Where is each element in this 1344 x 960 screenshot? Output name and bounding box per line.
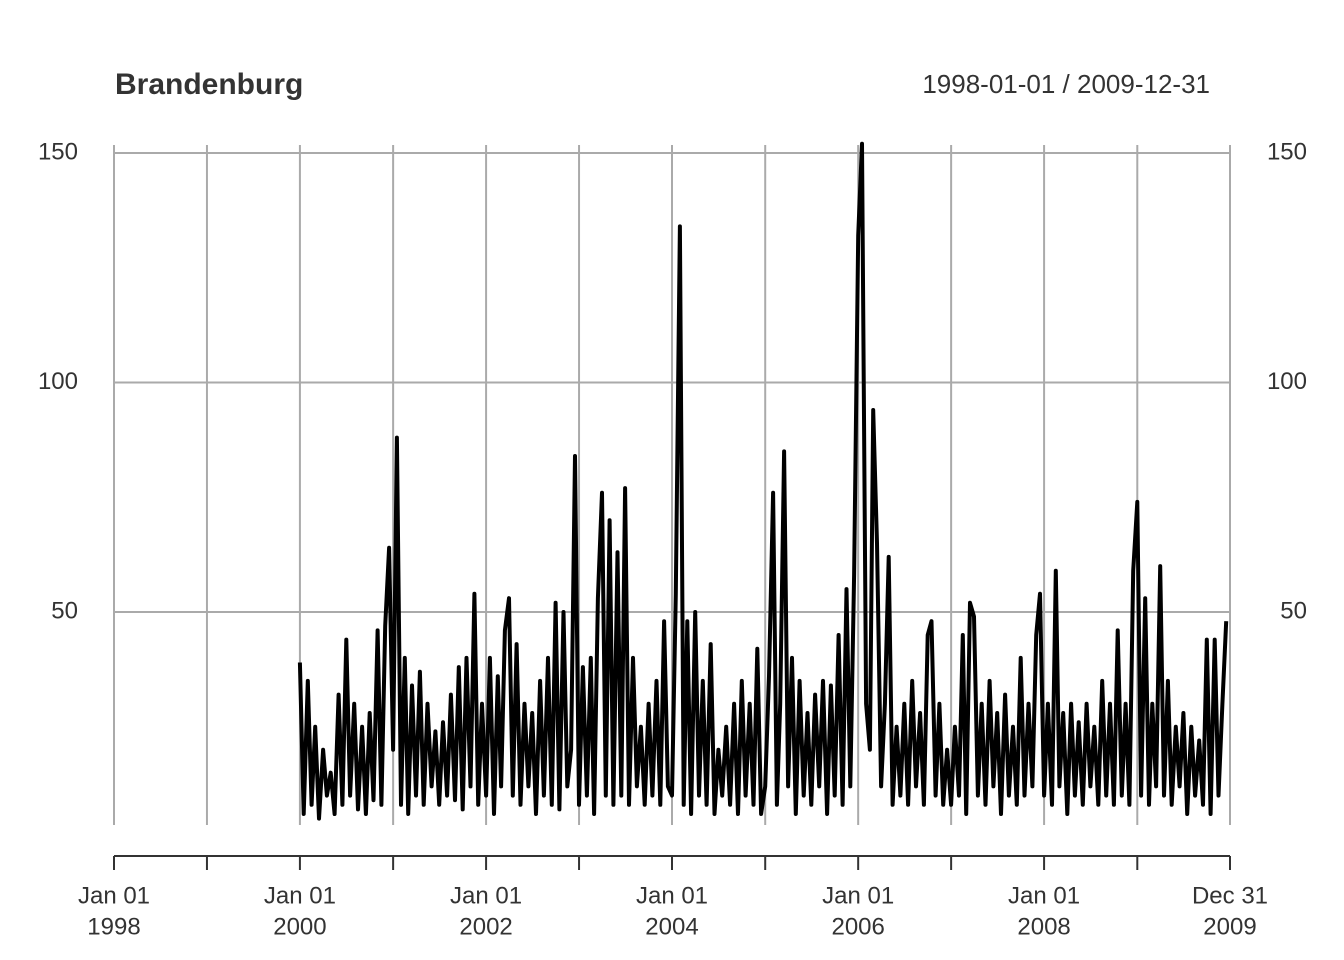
x-tick-label: 2000 [273,913,326,940]
x-tick-label: 2006 [831,913,884,940]
x-tick-label: Jan 01 [264,882,336,909]
x-tick-label: Jan 01 [1008,882,1080,909]
x-tick-label: 2009 [1203,913,1256,940]
x-tick-label: Jan 01 [450,882,522,909]
x-tick-label: Jan 01 [78,882,150,909]
chart-title: Brandenburg [115,68,303,101]
y-tick-label-right: 150 [1267,138,1307,165]
x-tick-label: Dec 31 [1192,882,1268,909]
x-tick-label: Jan 01 [822,882,894,909]
x-tick-label: 2002 [459,913,512,940]
chart-subtitle: 1998-01-01 / 2009-12-31 [922,69,1210,99]
data-line [297,141,1229,821]
y-tick-label-right: 100 [1267,368,1307,395]
y-tick-label: 100 [38,368,78,395]
y-tick-label: 50 [51,597,78,624]
x-tick-label: 1998 [87,913,140,940]
x-tick-label: 2008 [1017,913,1070,940]
x-tick-label: 2004 [645,913,698,940]
y-tick-label-right: 50 [1280,597,1307,624]
x-tick-label: Jan 01 [636,882,708,909]
y-tick-label: 150 [38,138,78,165]
